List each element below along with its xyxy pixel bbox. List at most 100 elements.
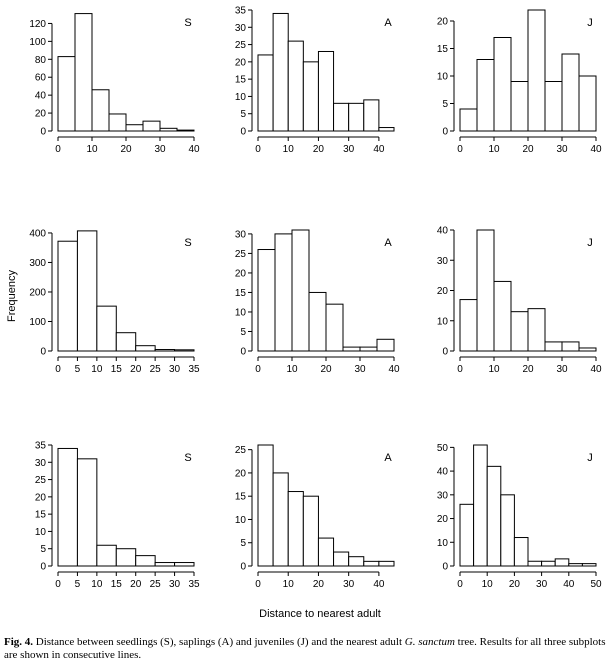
y-tick-label: 35 xyxy=(35,441,47,452)
x-tick-label: 20 xyxy=(130,364,142,375)
y-tick-label: 15 xyxy=(235,492,247,503)
y-tick-label: 80 xyxy=(35,55,47,66)
histogram-bar xyxy=(154,562,176,567)
histogram-bar xyxy=(257,444,274,567)
x-tick-label: 0 xyxy=(255,144,261,155)
x-tick-label: 5 xyxy=(75,364,81,375)
x-tick-label: 10 xyxy=(286,364,298,375)
panel-letter: A xyxy=(384,237,392,249)
y-tick-label: 25 xyxy=(35,475,47,486)
x-tick-label: 30 xyxy=(343,579,355,590)
histogram-bar xyxy=(473,444,488,567)
y-tick-label: 50 xyxy=(437,443,449,454)
histogram-bar xyxy=(96,544,117,567)
y-tick-label: 100 xyxy=(29,317,46,328)
y-tick-label: 30 xyxy=(35,458,47,469)
histogram-bar xyxy=(287,40,304,132)
x-tick-label: 30 xyxy=(169,364,181,375)
panel-letter: S xyxy=(184,17,191,29)
histogram-bar xyxy=(333,102,350,132)
histogram-bar xyxy=(363,99,380,132)
histogram-bar xyxy=(302,495,319,567)
x-axis-label: Distance to nearest adult xyxy=(259,608,381,620)
histogram-bar xyxy=(581,563,597,567)
y-tick-label: 20 xyxy=(437,286,449,297)
x-tick-label: 20 xyxy=(313,579,325,590)
x-tick-label: 25 xyxy=(150,579,162,590)
x-tick-label: 40 xyxy=(590,144,602,155)
x-tick-label: 35 xyxy=(188,579,200,590)
histogram-bar xyxy=(500,494,515,567)
histogram-panel: 0 5 10 15 20 0 10 20 30 40 J xyxy=(437,9,602,155)
histogram-bar xyxy=(541,560,556,567)
y-tick-label: 10 xyxy=(437,538,449,549)
histogram-bar xyxy=(376,338,395,352)
histogram-bar xyxy=(274,233,293,352)
x-tick-label: 10 xyxy=(482,579,494,590)
histogram-bar xyxy=(76,458,98,567)
histogram-bar xyxy=(459,108,478,132)
histogram-bar xyxy=(527,9,546,132)
histogram-bar xyxy=(135,345,156,352)
histogram-panel: 0 10 20 30 40 50 0 10 20 30 40 50 J xyxy=(437,443,602,590)
histogram-bar xyxy=(510,81,529,132)
y-tick-label: 5 xyxy=(240,538,246,549)
x-tick-label: 20 xyxy=(130,579,142,590)
y-tick-label: 5 xyxy=(240,327,246,338)
histogram-bar xyxy=(257,54,274,132)
histogram-bar xyxy=(135,555,156,567)
x-tick-label: 0 xyxy=(55,364,61,375)
x-tick-label: 10 xyxy=(91,364,103,375)
caption-text-start: Distance between seedlings (S), saplings… xyxy=(35,636,405,648)
x-tick-label: 0 xyxy=(55,579,61,590)
y-tick-label: 30 xyxy=(235,23,247,34)
x-tick-label: 10 xyxy=(86,144,98,155)
x-tick-label: 0 xyxy=(457,364,463,375)
caption-species: G. sanctum xyxy=(404,636,455,648)
x-tick-label: 0 xyxy=(255,579,261,590)
histogram-panel: 0 5 10 15 20 25 30 35 0 10 20 30 40 A xyxy=(235,6,395,155)
x-tick-label: 50 xyxy=(590,579,602,590)
histogram-bar xyxy=(513,537,529,567)
histogram-bar xyxy=(108,113,127,132)
y-tick-label: 0 xyxy=(240,562,246,573)
histogram-bar xyxy=(125,124,144,132)
y-tick-label: 0 xyxy=(240,127,246,138)
x-tick-label: 40 xyxy=(590,364,602,375)
histogram-bar xyxy=(176,129,195,132)
y-tick-label: 10 xyxy=(35,527,47,538)
y-tick-label: 20 xyxy=(235,468,247,479)
histogram-bar xyxy=(154,349,176,352)
x-tick-label: 10 xyxy=(488,364,500,375)
x-tick-label: 40 xyxy=(388,364,400,375)
histogram-bar xyxy=(317,537,335,567)
x-tick-label: 10 xyxy=(283,579,295,590)
x-tick-label: 30 xyxy=(556,364,568,375)
figure-caption: Fig. 4. Distance between seedlings (S), … xyxy=(4,636,610,662)
y-tick-label: 300 xyxy=(29,258,46,269)
panel-letter: J xyxy=(587,452,593,464)
x-tick-label: 30 xyxy=(343,144,355,155)
y-tick-label: 20 xyxy=(35,109,47,120)
x-tick-label: 20 xyxy=(509,579,521,590)
y-tick-label: 0 xyxy=(240,347,246,358)
histogram-bar xyxy=(578,347,597,352)
y-tick-label: 25 xyxy=(235,40,247,51)
histogram-bar xyxy=(359,346,378,352)
x-tick-label: 20 xyxy=(522,364,534,375)
histogram-panel: 0 5 10 15 20 25 30 35 0 5 10 15 20 25 30 35 S xyxy=(35,441,200,591)
x-tick-label: 40 xyxy=(373,579,385,590)
histogram-bar xyxy=(544,341,563,352)
histogram-bar xyxy=(342,346,361,352)
caption-text-end: tree. Results for all three subplots are… xyxy=(4,636,606,661)
y-tick-label: 10 xyxy=(235,92,247,103)
histogram-bar xyxy=(527,308,546,352)
histogram-bar xyxy=(578,75,597,132)
x-tick-label: 15 xyxy=(111,364,123,375)
histogram-bar xyxy=(174,349,195,352)
y-tick-label: 20 xyxy=(437,514,449,525)
histogram-bar xyxy=(317,50,335,132)
histogram-bar xyxy=(493,280,512,352)
y-tick-label: 30 xyxy=(235,229,247,240)
histogram-bar xyxy=(333,551,350,567)
